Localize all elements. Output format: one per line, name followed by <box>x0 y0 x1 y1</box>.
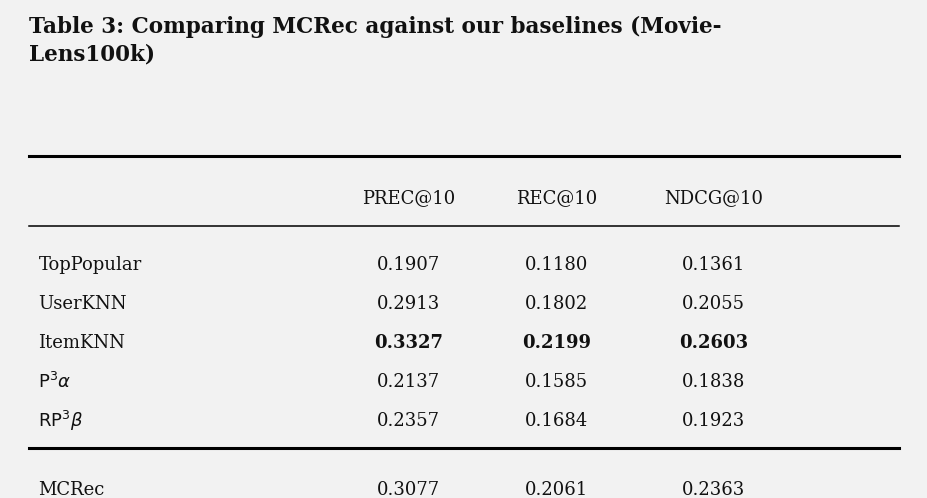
Text: $\mathrm{P}^3\alpha$: $\mathrm{P}^3\alpha$ <box>38 372 71 391</box>
Text: Table 3: Comparing MCRec against our baselines (Movie-
Lens100k): Table 3: Comparing MCRec against our bas… <box>29 15 721 66</box>
Text: 0.1684: 0.1684 <box>525 412 588 430</box>
Text: 0.2363: 0.2363 <box>681 481 744 498</box>
Text: 0.1585: 0.1585 <box>525 373 588 390</box>
Text: PREC@10: PREC@10 <box>362 189 454 207</box>
Text: UserKNN: UserKNN <box>38 294 127 313</box>
Text: ItemKNN: ItemKNN <box>38 334 125 352</box>
Text: 0.2603: 0.2603 <box>679 334 747 352</box>
Text: 0.1180: 0.1180 <box>525 255 588 273</box>
Text: 0.3077: 0.3077 <box>376 481 439 498</box>
Text: 0.1802: 0.1802 <box>525 294 588 313</box>
Text: TopPopular: TopPopular <box>38 255 142 273</box>
Text: 0.2137: 0.2137 <box>376 373 439 390</box>
Text: NDCG@10: NDCG@10 <box>664 189 763 207</box>
Text: 0.3327: 0.3327 <box>374 334 442 352</box>
Text: 0.2913: 0.2913 <box>376 294 439 313</box>
Text: 0.2357: 0.2357 <box>376 412 439 430</box>
Text: 0.1907: 0.1907 <box>376 255 439 273</box>
Text: 0.2061: 0.2061 <box>525 481 588 498</box>
Text: 0.2055: 0.2055 <box>681 294 744 313</box>
Text: 0.1838: 0.1838 <box>681 373 744 390</box>
Text: 0.1923: 0.1923 <box>681 412 744 430</box>
Text: 0.1361: 0.1361 <box>681 255 744 273</box>
Text: 0.2199: 0.2199 <box>522 334 590 352</box>
Text: $\mathrm{RP}^3\beta$: $\mathrm{RP}^3\beta$ <box>38 408 83 433</box>
Text: REC@10: REC@10 <box>515 189 596 207</box>
Text: MCRec: MCRec <box>38 481 105 498</box>
